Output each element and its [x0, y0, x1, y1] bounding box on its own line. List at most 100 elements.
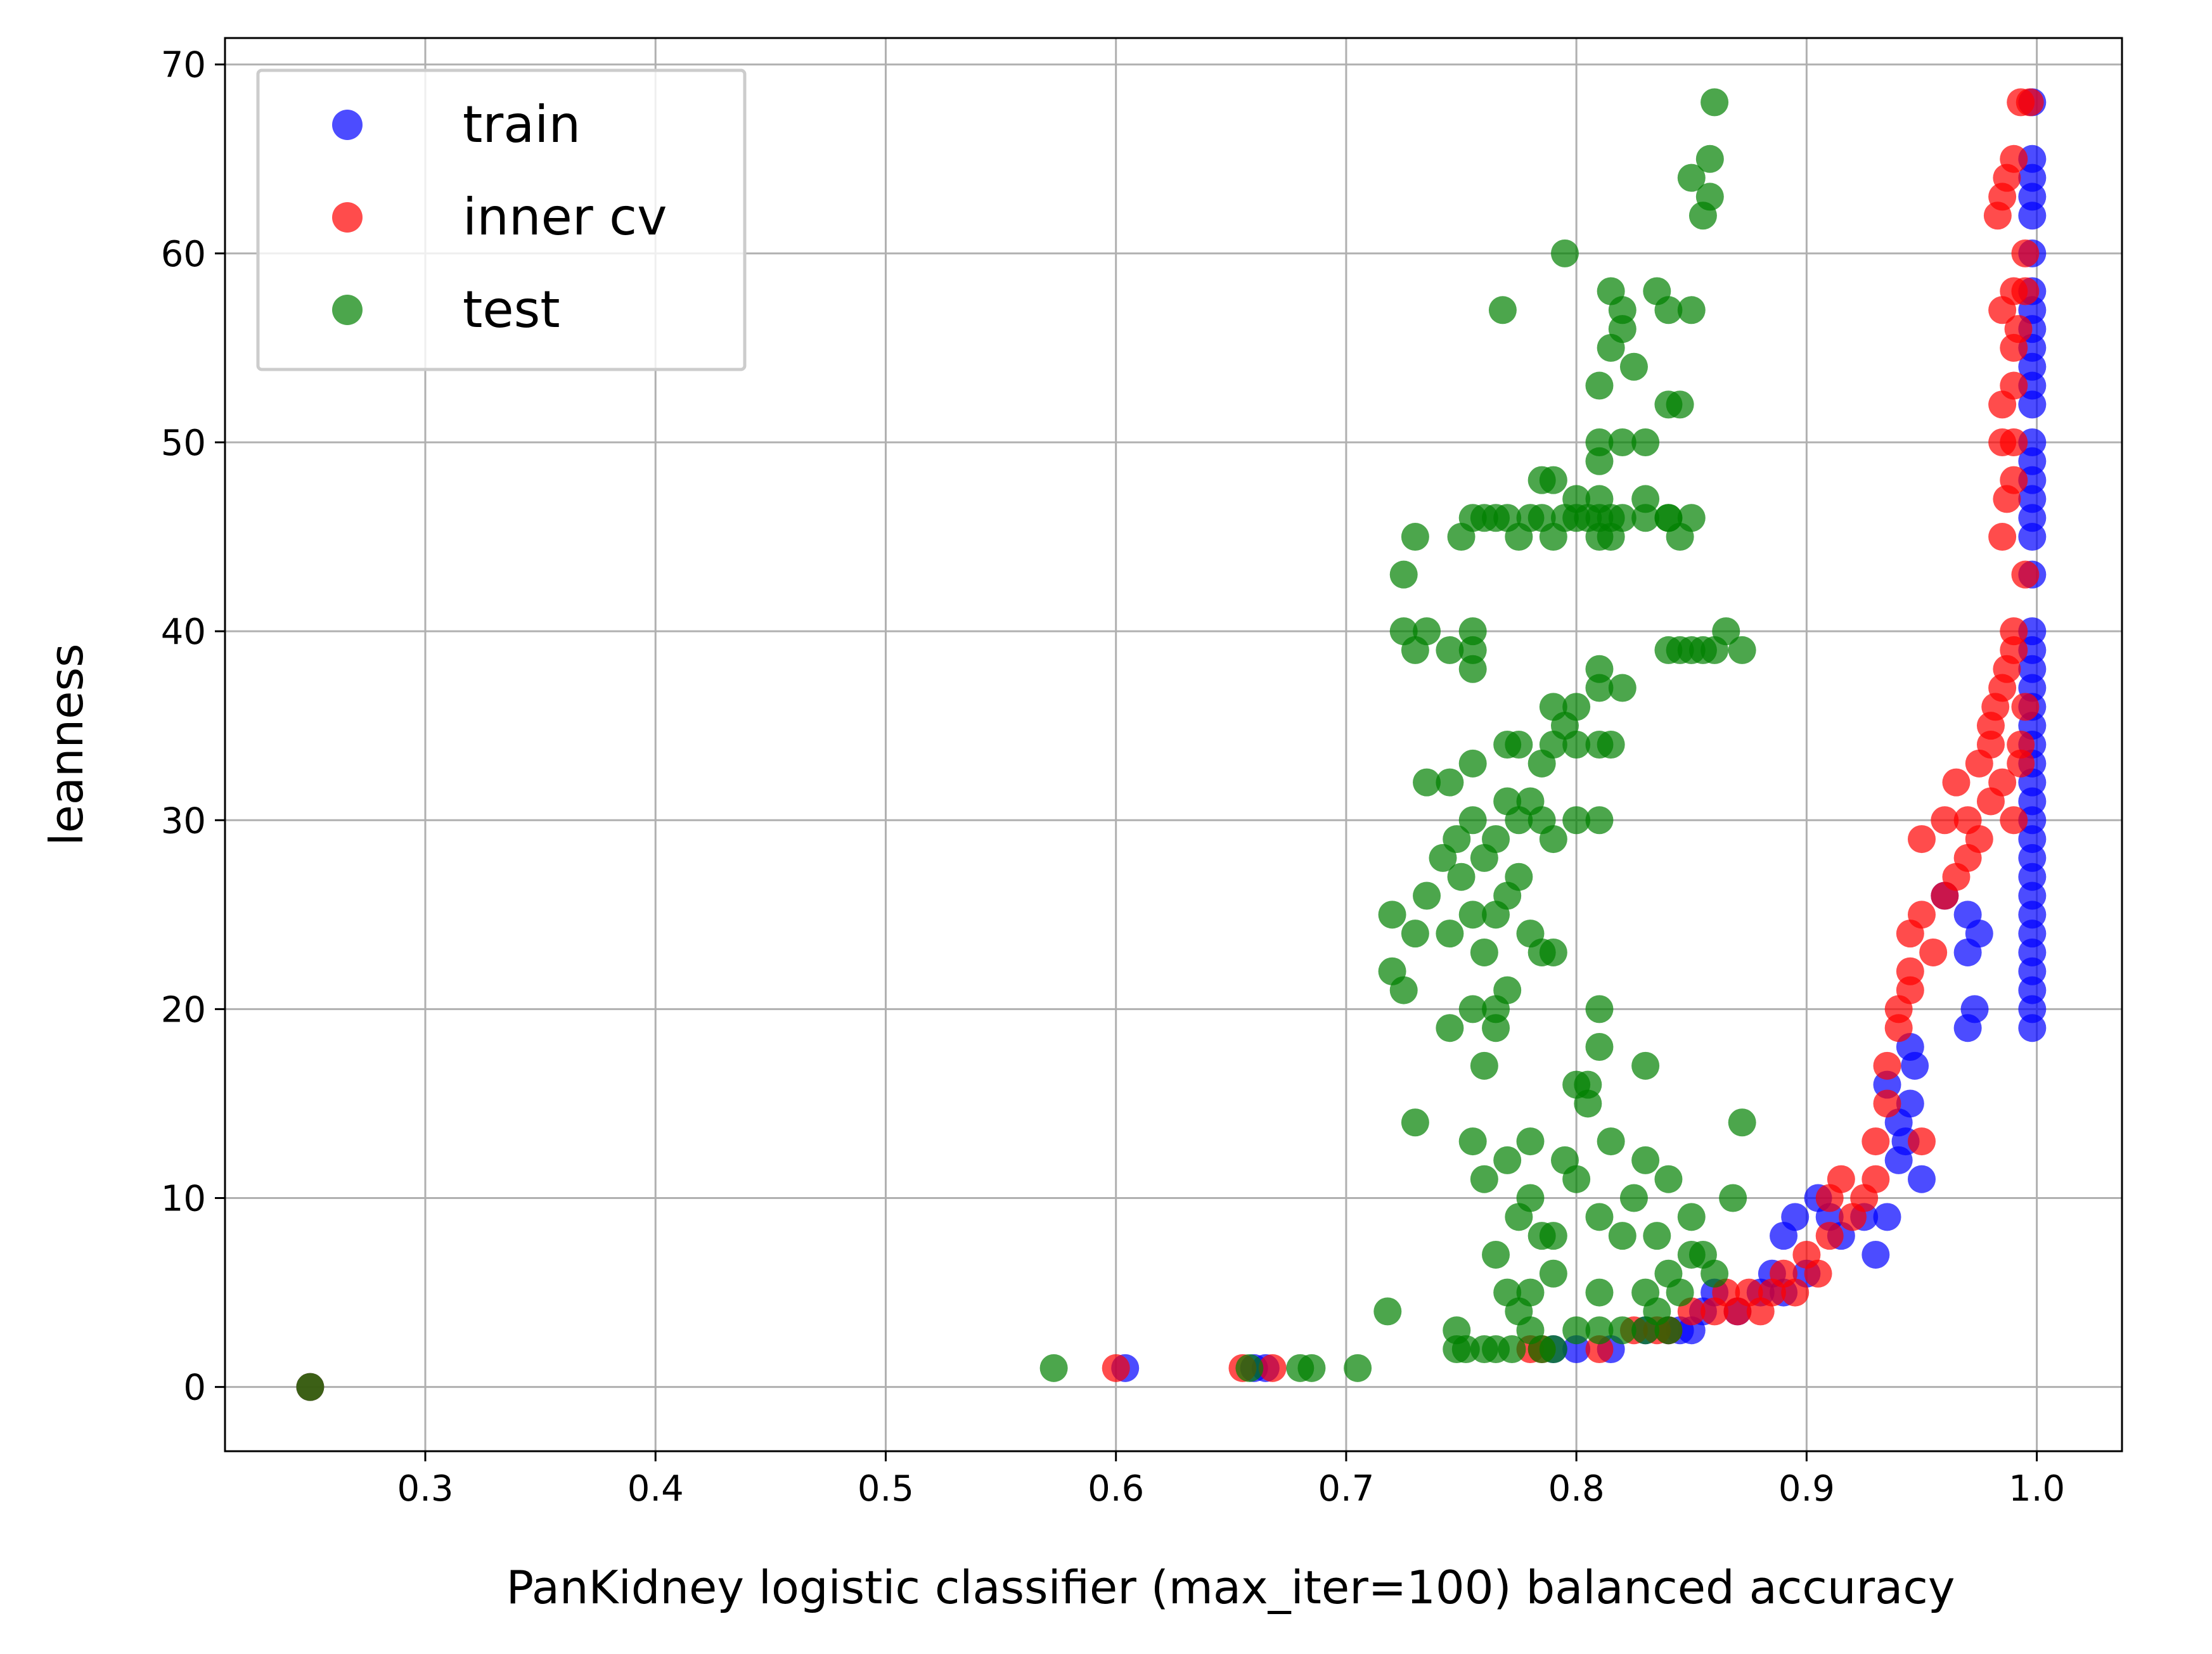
- data-point: [1862, 1240, 1890, 1269]
- data-point: [1436, 1014, 1464, 1042]
- data-point: [1631, 1146, 1660, 1174]
- legend-marker-test: [332, 295, 363, 325]
- data-point: [1498, 1335, 1526, 1364]
- data-point: [1597, 277, 1625, 305]
- data-point: [1505, 731, 1533, 759]
- data-point: [1389, 976, 1418, 1004]
- data-point: [1585, 371, 1614, 400]
- data-point: [1401, 920, 1429, 948]
- data-point: [1585, 485, 1614, 513]
- data-point: [1516, 1278, 1545, 1307]
- data-point: [1389, 617, 1418, 646]
- data-point: [1258, 1354, 1287, 1382]
- data-point: [1413, 768, 1441, 797]
- data-points: [296, 88, 2047, 1401]
- data-point: [1701, 1259, 1729, 1288]
- data-point: [1373, 1297, 1402, 1326]
- data-point: [1907, 1165, 1936, 1193]
- data-point: [1907, 1127, 1936, 1156]
- data-point: [1539, 466, 1567, 494]
- data-point: [1666, 1278, 1694, 1307]
- data-point: [2000, 806, 2028, 835]
- data-point: [1539, 1222, 1567, 1250]
- data-point: [1701, 88, 1729, 117]
- data-point: [1619, 1184, 1648, 1212]
- data-point: [1585, 995, 1614, 1023]
- data-point: [1516, 1316, 1545, 1345]
- data-point: [1102, 1354, 1130, 1382]
- data-point: [1608, 1316, 1636, 1345]
- data-point: [2000, 617, 2028, 646]
- y-tick-label: 0: [183, 1368, 206, 1409]
- data-point: [1815, 1222, 1844, 1250]
- y-tick-label: 50: [161, 423, 206, 464]
- x-tick-label: 0.6: [1088, 1468, 1144, 1510]
- data-point: [296, 1373, 325, 1401]
- data-point: [1401, 523, 1429, 551]
- data-point: [1539, 1259, 1567, 1288]
- data-point: [1597, 731, 1625, 759]
- data-point: [1401, 1108, 1429, 1137]
- y-tick-label: 10: [161, 1179, 206, 1220]
- data-point: [2000, 466, 2028, 494]
- data-point: [1781, 1278, 1810, 1307]
- data-point: [1488, 296, 1517, 324]
- legend-box: [256, 68, 747, 371]
- data-point: [1493, 976, 1522, 1004]
- data-point: [1574, 1070, 1602, 1099]
- data-point: [2000, 371, 2028, 400]
- data-point: [1482, 1014, 1510, 1042]
- data-point: [1585, 1316, 1614, 1345]
- data-point: [2011, 277, 2040, 305]
- data-point: [1585, 428, 1614, 456]
- data-point: [1235, 1354, 1264, 1382]
- data-point: [1585, 1203, 1614, 1231]
- data-point: [1988, 523, 2017, 551]
- data-point: [1539, 693, 1567, 721]
- data-point: [1458, 1127, 1487, 1156]
- data-point: [1873, 1203, 1901, 1231]
- data-point: [1562, 1316, 1591, 1345]
- data-point: [1631, 428, 1660, 456]
- data-point: [1458, 901, 1487, 929]
- data-point: [1619, 352, 1648, 381]
- data-point: [1597, 1127, 1625, 1156]
- data-point: [1443, 1316, 1471, 1345]
- data-point: [1719, 1184, 1747, 1212]
- x-tick-label: 0.7: [1318, 1468, 1374, 1510]
- data-point: [1931, 806, 1959, 835]
- data-point: [2016, 88, 2044, 117]
- data-point: [1562, 693, 1591, 721]
- data-point: [1712, 617, 1740, 646]
- legend-label-test: test: [463, 280, 560, 339]
- data-point: [1862, 1127, 1890, 1156]
- data-point: [2011, 560, 2040, 589]
- data-point: [1436, 768, 1464, 797]
- data-point: [1608, 674, 1636, 702]
- data-point: [1608, 428, 1636, 456]
- data-point: [1666, 390, 1694, 419]
- data-point: [1458, 995, 1487, 1023]
- data-point: [1436, 636, 1464, 664]
- data-point: [1482, 825, 1510, 854]
- data-point: [1585, 806, 1614, 835]
- data-point: [1827, 1165, 1855, 1193]
- data-point: [1562, 806, 1591, 835]
- series-test: [296, 88, 1756, 1401]
- data-point: [1039, 1354, 1068, 1382]
- y-tick-label: 20: [161, 989, 206, 1030]
- data-point: [1447, 862, 1476, 891]
- data-point: [1631, 485, 1660, 513]
- x-tick-label: 0.4: [627, 1468, 684, 1510]
- y-tick-label: 60: [161, 234, 206, 275]
- series-inner-cv: [296, 88, 2044, 1401]
- data-point: [1539, 938, 1567, 966]
- data-point: [1458, 655, 1487, 683]
- data-point: [2000, 428, 2028, 456]
- data-point: [1389, 560, 1418, 589]
- x-axis-label: PanKidney logistic classifier (max_iter=…: [506, 1561, 1955, 1614]
- data-point: [1585, 655, 1614, 683]
- data-point: [1654, 1165, 1683, 1193]
- data-point: [1482, 1240, 1510, 1269]
